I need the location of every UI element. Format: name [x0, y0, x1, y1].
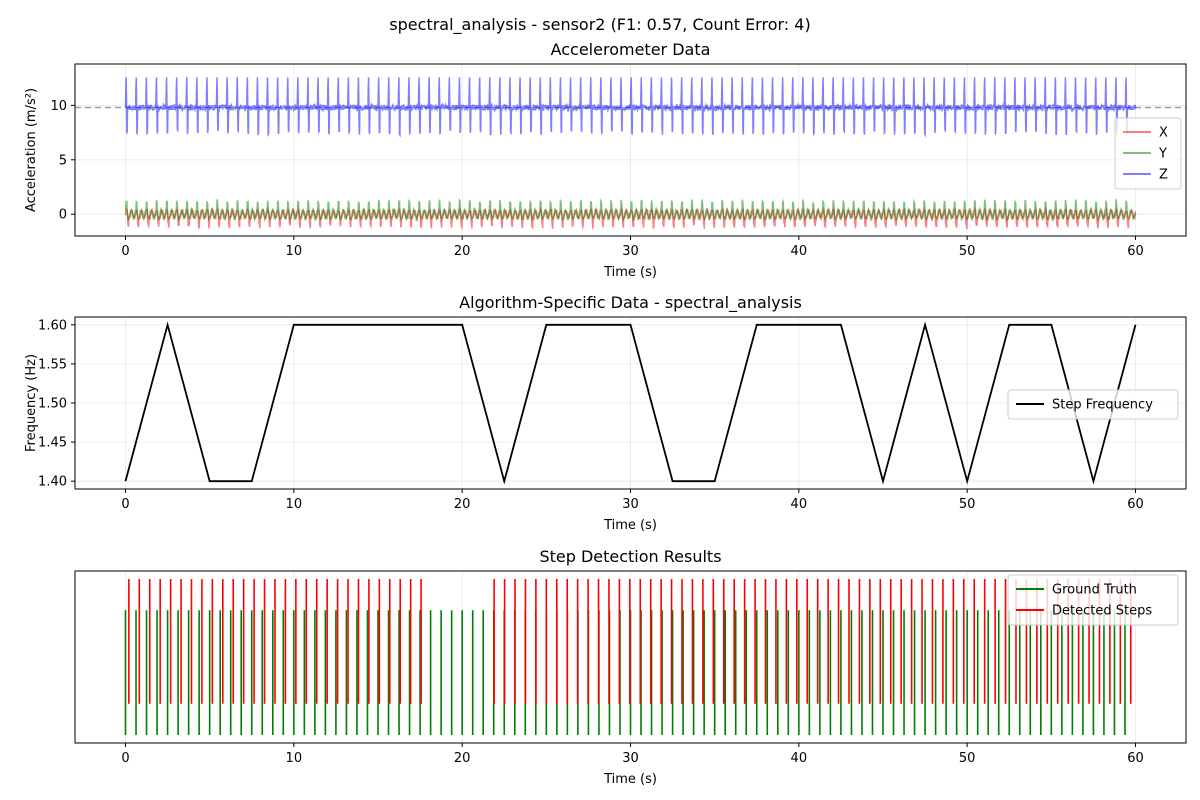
- legend: Step Frequency: [1007, 389, 1179, 420]
- x-tick-label: 10: [286, 751, 303, 766]
- y-tick-label: 1.50: [38, 397, 67, 412]
- x-tick-label: 40: [791, 244, 808, 259]
- axes-frame: [74, 316, 1187, 490]
- chart-title: Algorithm-Specific Data - spectral_analy…: [459, 293, 802, 313]
- legend-label-step-frequency: Step Frequency: [1052, 398, 1153, 413]
- x-tick-label: 50: [959, 244, 976, 259]
- x-tick-label: 20: [454, 751, 471, 766]
- series-line-step-frequency: [124, 321, 1137, 485]
- axes-frame: [74, 570, 1187, 744]
- axes-frame: [74, 63, 1187, 237]
- series-line-z: [124, 77, 1137, 138]
- legend-label-y: Y: [1158, 147, 1167, 162]
- x-tick-label: 50: [959, 497, 976, 512]
- x-tick-label: 30: [622, 751, 639, 766]
- chart-title: Accelerometer Data: [551, 40, 711, 59]
- x-axis-label: Time (s): [603, 772, 657, 787]
- x-tick-label: 20: [454, 497, 471, 512]
- x-tick-label: 10: [286, 244, 303, 259]
- legend: Ground Truth Detected Steps: [1007, 574, 1179, 626]
- plot-area: [75, 77, 1186, 231]
- legend-label-ground-truth: Ground Truth: [1052, 583, 1137, 598]
- x-tick-label: 20: [454, 244, 471, 259]
- y-tick-label: 1.40: [38, 475, 67, 490]
- y-tick-label: 10: [50, 99, 67, 114]
- x-tick-label: 40: [791, 497, 808, 512]
- x-axis-label: Time (s): [603, 265, 657, 280]
- x-tick-label: 0: [121, 497, 129, 512]
- y-tick-label: 0: [59, 208, 67, 223]
- x-tick-label: 60: [1127, 244, 1144, 259]
- y-axis-label: Frequency (Hz): [24, 354, 39, 452]
- figure-suptitle: spectral_analysis - sensor2 (F1: 0.57, C…: [389, 15, 810, 35]
- legend-label-z: Z: [1159, 168, 1168, 183]
- x-tick-label: 60: [1127, 751, 1144, 766]
- accelerometer-plot: 0 10 20 30 40 50 60 0 5 10 Accelerometer Data Time …: [24, 40, 1187, 280]
- legend: XYZ: [1114, 117, 1182, 190]
- x-tick-label: 0: [121, 244, 129, 259]
- x-axis-label: Time (s): [603, 518, 657, 533]
- x-tick-label: 0: [121, 751, 129, 766]
- y-tick-label: 1.55: [38, 357, 67, 372]
- y-axis-label: Acceleration (m/s²): [24, 88, 39, 212]
- y-tick-label: 1.60: [38, 318, 67, 333]
- series-line-y: [124, 198, 1137, 223]
- x-tick-label: 30: [622, 497, 639, 512]
- chart-title: Step Detection Results: [539, 547, 721, 566]
- y-tick-label: 1.45: [38, 436, 67, 451]
- y-tick-label: 5: [59, 153, 67, 168]
- x-tick-label: 50: [959, 751, 976, 766]
- x-tick-label: 60: [1127, 497, 1144, 512]
- legend-frame: [1007, 389, 1179, 420]
- legend-frame: [1007, 574, 1179, 626]
- x-tick-label: 40: [791, 751, 808, 766]
- frequency-plot: 0 10 20 30 40 50 60 1.40 1.45 1.50 1.55 1.60 Algorit…: [24, 293, 1187, 533]
- step-detection-plot: 0 10 20 30 40 50 60 Step Detection Results Time …: [74, 547, 1187, 787]
- x-tick-label: 10: [286, 497, 303, 512]
- legend-label-detected-steps: Detected Steps: [1052, 604, 1152, 619]
- x-tick-label: 30: [622, 244, 639, 259]
- legend-label-x: X: [1159, 126, 1168, 141]
